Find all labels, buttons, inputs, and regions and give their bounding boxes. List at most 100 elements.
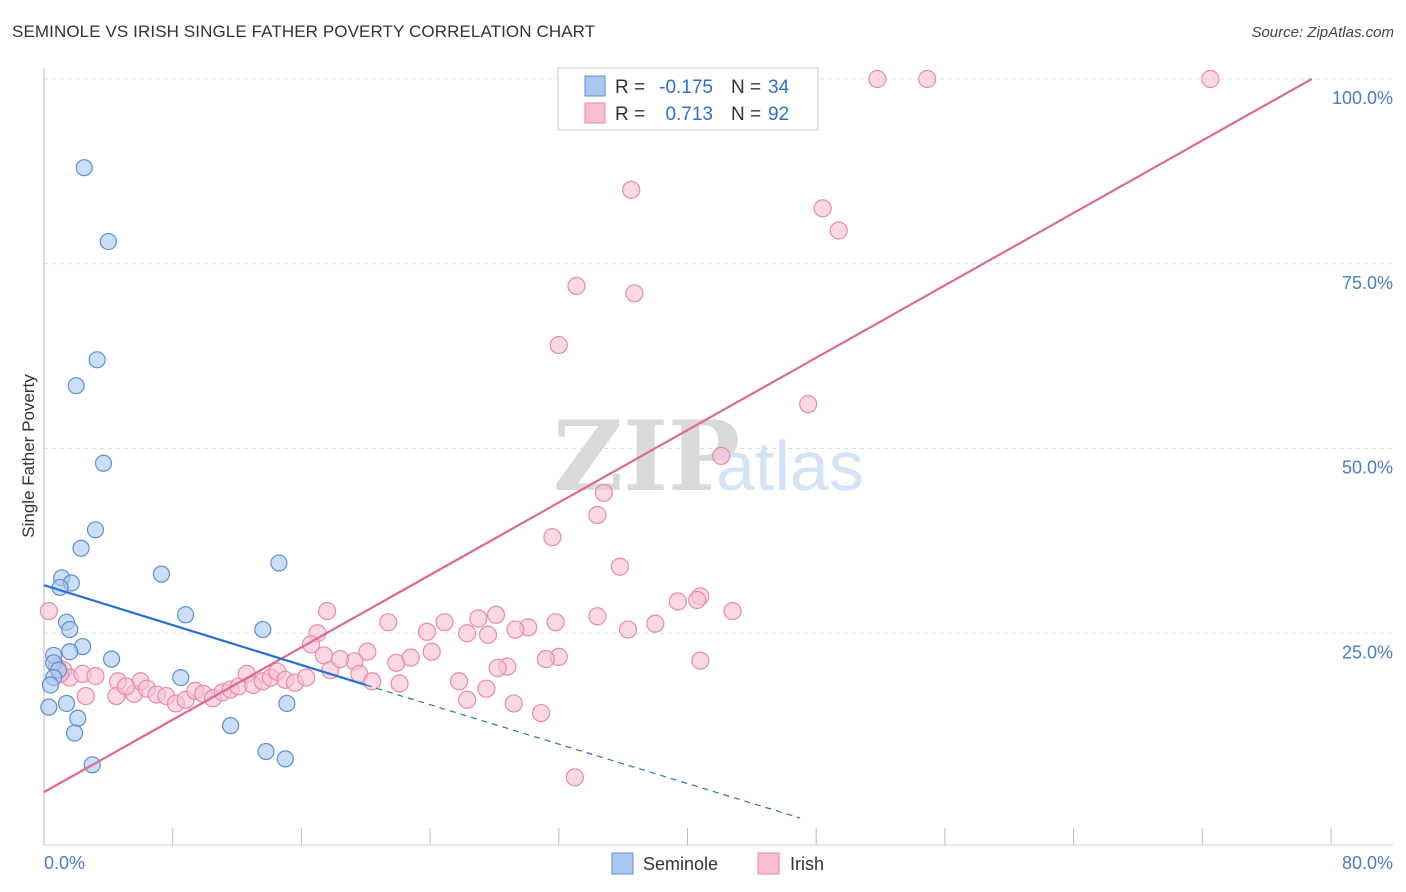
seminole-point-23 [172, 668, 190, 687]
irish-point-25 [379, 613, 398, 632]
y-tick-label-25: 25.0% [1342, 642, 1393, 662]
seminole-point-12 [176, 606, 195, 624]
irish-point-31 [506, 620, 525, 639]
seminole-point-14 [61, 620, 79, 639]
irish-point-15 [588, 505, 607, 525]
legend-seminole-swatch [584, 75, 606, 97]
seminole-point-3 [67, 377, 85, 395]
legend-irish-n-value: 92 [768, 104, 789, 125]
irish-point-86 [565, 768, 584, 787]
irish-point-12 [799, 395, 818, 414]
seminole-trend-line [43, 584, 367, 687]
irish-point-11 [549, 335, 568, 355]
seminole-point-6 [72, 539, 90, 557]
irish-point-48 [39, 601, 58, 621]
irish-point-42 [536, 650, 556, 669]
legend-irish-r-value: 0.713 [665, 104, 713, 125]
gridlines [44, 78, 1393, 634]
irish-point-23 [486, 605, 506, 624]
irish-point-20 [668, 592, 687, 611]
irish-point-33 [458, 624, 477, 643]
seminole-trend-extension [365, 684, 801, 819]
irish-point-28 [588, 607, 607, 626]
irish-point-29 [646, 614, 665, 633]
irish-point-80 [390, 674, 409, 693]
seminole-point-15 [254, 620, 272, 639]
legend-seminole-n-value: 34 [768, 77, 790, 98]
irish-point-19 [688, 590, 707, 610]
seminole-point-8 [270, 554, 288, 572]
trend-lines [43, 78, 1313, 819]
irish-point-8 [829, 221, 848, 240]
irish-point-84 [504, 694, 523, 713]
seminole-point-24 [41, 676, 60, 694]
irish-point-90 [76, 686, 95, 706]
irish-point-24 [469, 609, 488, 628]
irish-point-17 [610, 557, 630, 576]
irish-point-14 [594, 483, 613, 502]
legend-seminole-r-label: R = [615, 77, 645, 98]
legend-irish-r-label: R = [615, 104, 645, 125]
y-tick-label-50: 50.0% [1342, 458, 1393, 478]
seminole-point-29 [222, 717, 240, 735]
seminole-point-20 [102, 650, 121, 668]
seminole-point-1 [99, 232, 117, 251]
y-tick-labels: 25.0% 50.0% 75.0% 100.0% [1332, 88, 1393, 662]
seminole-point-28 [69, 709, 87, 727]
legend-irish-swatch [584, 102, 606, 124]
irish-point-13 [712, 446, 731, 465]
seminole-point-2 [88, 351, 106, 369]
seminole-point-7 [152, 565, 171, 583]
irish-trend-line [43, 78, 1313, 794]
seminole-point-32 [276, 750, 294, 768]
seminole-point-26 [278, 694, 296, 713]
irish-point-45 [691, 651, 710, 670]
irish-point-79 [363, 672, 382, 691]
series-legend: Seminole Irish [611, 852, 824, 875]
irish-point-34 [417, 622, 436, 641]
irish-point-32 [618, 620, 638, 639]
y-tick-label-75: 75.0% [1342, 273, 1393, 293]
irish-point-6 [622, 180, 641, 199]
bottom-legend-seminole-label: Seminole [643, 854, 718, 874]
chart-source: Source: ZipAtlas.com [1251, 24, 1394, 41]
irish-point-53 [86, 667, 105, 686]
irish-point-82 [477, 679, 496, 698]
y-tick-label-100: 100.0% [1332, 88, 1393, 108]
legend-seminole-n-label: N = [731, 77, 761, 98]
irish-point-4 [918, 69, 937, 89]
seminole-point-5 [86, 521, 105, 539]
y-axis-title: Single Father Poverty [19, 374, 38, 538]
irish-point-26 [435, 613, 454, 632]
irish-point-35 [478, 625, 498, 644]
correlation-legend: R = -0.175 N = 34 R = 0.713 N = 92 [557, 67, 819, 131]
watermark-atlas: atlas [716, 427, 864, 505]
seminole-point-25 [57, 694, 76, 713]
axes [43, 68, 1393, 846]
irish-point-10 [625, 284, 644, 303]
irish-point-5 [1201, 69, 1220, 89]
seminole-point-0 [75, 159, 93, 177]
irish-point-47 [488, 658, 507, 678]
seminole-point-27 [40, 698, 58, 716]
legend-irish-n-label: N = [731, 104, 761, 125]
x-tick-label-max: 80.0% [1342, 853, 1393, 873]
bottom-legend-seminole-swatch [611, 852, 634, 875]
irish-point-85 [532, 703, 551, 723]
irish-point-9 [567, 276, 586, 296]
seminole-point-17 [61, 643, 79, 661]
irish-point-76 [297, 668, 316, 687]
irish-point-7 [813, 199, 832, 218]
legend-seminole-r-value: -0.175 [659, 77, 713, 98]
irish-point-16 [543, 528, 562, 547]
irish-point-22 [318, 601, 337, 621]
seminole-point-31 [257, 742, 275, 761]
irish-point-88 [401, 648, 420, 667]
irish-series [39, 69, 1220, 787]
irish-point-21 [723, 601, 742, 621]
irish-point-89 [116, 677, 136, 696]
x-tick-label-min: 0.0% [44, 853, 85, 873]
irish-point-39 [422, 642, 441, 661]
bottom-legend-irish-swatch [757, 852, 780, 875]
